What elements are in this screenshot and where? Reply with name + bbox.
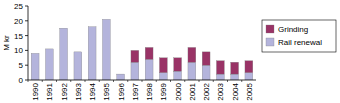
y-tick bbox=[25, 6, 28, 7]
x-tick bbox=[142, 80, 143, 82]
bar bbox=[145, 47, 153, 59]
y-tick-label: 20 bbox=[14, 17, 23, 26]
y-tick bbox=[25, 50, 28, 51]
bar bbox=[117, 74, 125, 75]
legend-box bbox=[262, 20, 336, 52]
bar bbox=[131, 62, 139, 80]
bar bbox=[74, 52, 82, 80]
y-tick bbox=[25, 65, 28, 66]
y-axis bbox=[28, 6, 29, 80]
x-tick bbox=[56, 80, 57, 82]
bar bbox=[216, 61, 224, 74]
bar bbox=[188, 47, 196, 62]
bar bbox=[159, 73, 167, 80]
y-tick bbox=[25, 80, 28, 81]
x-tick bbox=[99, 80, 100, 82]
chart-svg: 0 5 10 15 20 25 1990 1991 1992 1993 1994 1995 1996 19… bbox=[0, 0, 340, 103]
x-tick bbox=[85, 80, 86, 82]
x-tick-label: 1999 bbox=[159, 82, 168, 100]
bar bbox=[216, 74, 224, 80]
x-tick bbox=[241, 80, 242, 82]
x-tick bbox=[113, 80, 114, 82]
x-tick-label: 1991 bbox=[45, 82, 54, 100]
x-tick-label: 1997 bbox=[131, 82, 140, 100]
x-tick bbox=[70, 80, 71, 82]
bar bbox=[231, 74, 239, 80]
y-tick-label: 10 bbox=[14, 46, 23, 55]
bar bbox=[145, 59, 153, 80]
legend: Grinding Rail renewal bbox=[262, 20, 336, 52]
bar bbox=[202, 65, 210, 80]
bar bbox=[245, 61, 253, 73]
x-tick bbox=[28, 80, 29, 82]
x-tick-label: 2004 bbox=[231, 82, 240, 100]
bar bbox=[88, 27, 96, 80]
bar bbox=[159, 58, 167, 73]
bar bbox=[102, 19, 110, 20]
x-tick-label: 2003 bbox=[216, 82, 225, 100]
bar bbox=[45, 49, 53, 80]
bar bbox=[88, 26, 96, 27]
bar bbox=[45, 48, 53, 49]
y-tick-label: 0 bbox=[19, 76, 24, 85]
y-tick bbox=[25, 35, 28, 36]
x-tick-label: 1995 bbox=[102, 82, 111, 100]
x-tick bbox=[127, 80, 128, 82]
bar bbox=[74, 51, 82, 52]
x-tick-label: 2002 bbox=[202, 82, 211, 100]
x-tick-label: 2005 bbox=[245, 82, 254, 100]
y-tick-label: 25 bbox=[14, 2, 23, 11]
bar bbox=[31, 53, 39, 54]
legend-label: Grinding bbox=[278, 25, 308, 34]
x-tick-label: 1993 bbox=[74, 82, 83, 100]
bar bbox=[131, 50, 139, 62]
x-tick-label: 1990 bbox=[31, 82, 40, 100]
chart-container: 0 5 10 15 20 25 1990 1991 1992 1993 1994 1995 1996 19… bbox=[0, 0, 340, 103]
bar bbox=[60, 28, 68, 80]
x-tick bbox=[170, 80, 171, 82]
x-tick-label: 1998 bbox=[145, 82, 154, 100]
x-tick-label: 2001 bbox=[188, 82, 197, 100]
x-tick bbox=[156, 80, 157, 82]
y-tick-label: 15 bbox=[14, 32, 23, 41]
y-tick bbox=[25, 20, 28, 21]
legend-label: Rail renewal bbox=[278, 38, 322, 47]
x-tick bbox=[42, 80, 43, 82]
bar bbox=[60, 28, 68, 29]
bar bbox=[188, 62, 196, 80]
legend-swatch bbox=[266, 38, 274, 46]
bar bbox=[31, 53, 39, 80]
x-tick-label: 2000 bbox=[174, 82, 183, 100]
bar bbox=[174, 58, 182, 71]
bar bbox=[231, 62, 239, 74]
x-tick bbox=[199, 80, 200, 82]
legend-swatch bbox=[266, 25, 274, 33]
bar bbox=[202, 52, 210, 65]
bar bbox=[174, 71, 182, 80]
y-tick-label: 5 bbox=[19, 61, 24, 70]
bar bbox=[117, 74, 125, 80]
bars bbox=[31, 19, 253, 80]
x-tick-label: 1996 bbox=[117, 82, 126, 100]
x-tick bbox=[213, 80, 214, 82]
bar bbox=[102, 19, 110, 80]
y-axis-label: M kr bbox=[2, 35, 11, 51]
x-tick bbox=[184, 80, 185, 82]
x-tick-label: 1994 bbox=[88, 82, 97, 100]
x-tick bbox=[227, 80, 228, 82]
x-tick-label: 1992 bbox=[60, 82, 69, 100]
bar bbox=[245, 73, 253, 80]
